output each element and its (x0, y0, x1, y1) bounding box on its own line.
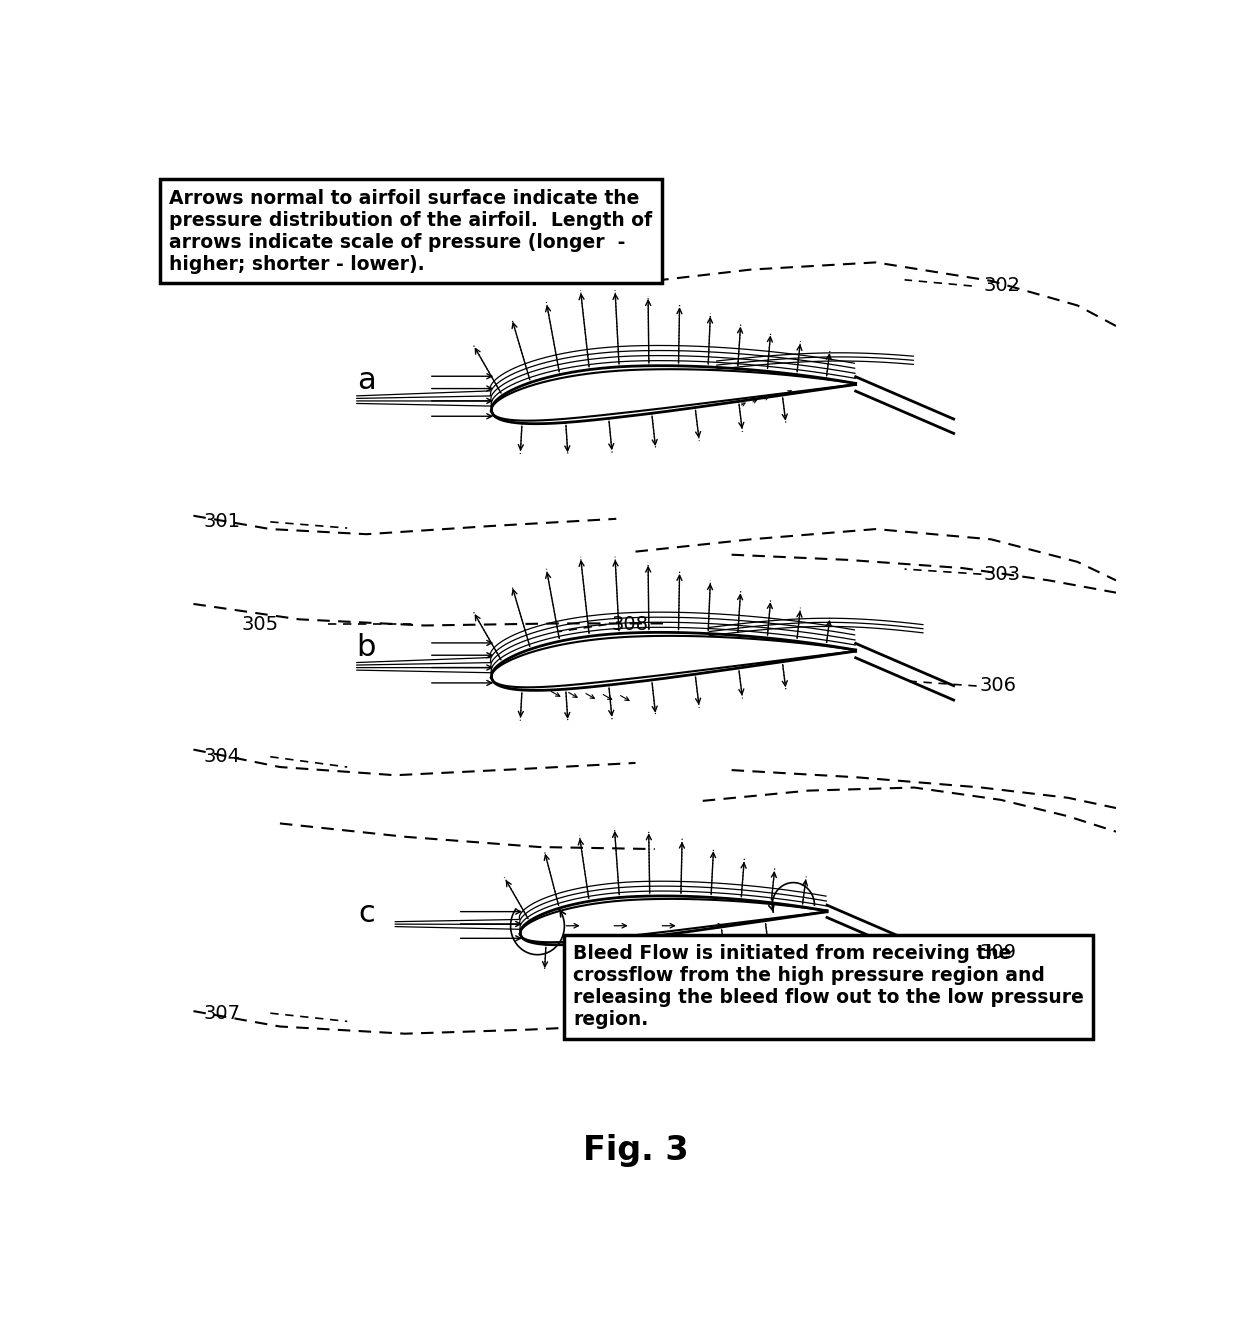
Text: c: c (358, 899, 374, 928)
Text: Fig. 3: Fig. 3 (583, 1134, 688, 1167)
Text: 306: 306 (980, 677, 1017, 695)
Text: 309: 309 (980, 943, 1017, 962)
Text: 301: 301 (203, 513, 241, 531)
Text: a: a (357, 366, 376, 394)
Text: 302: 302 (983, 277, 1021, 296)
Text: b: b (357, 633, 376, 662)
Text: 308: 308 (611, 615, 649, 634)
Text: Arrows normal to airfoil surface indicate the
pressure distribution of the airfo: Arrows normal to airfoil surface indicat… (170, 189, 652, 273)
Text: 305: 305 (242, 615, 279, 634)
Text: 307: 307 (203, 1004, 241, 1023)
Text: Bleed Flow is initiated from receiving the
crossflow from the high pressure regi: Bleed Flow is initiated from receiving t… (573, 944, 1084, 1030)
Text: 303: 303 (983, 565, 1021, 583)
Text: 304: 304 (203, 747, 241, 766)
